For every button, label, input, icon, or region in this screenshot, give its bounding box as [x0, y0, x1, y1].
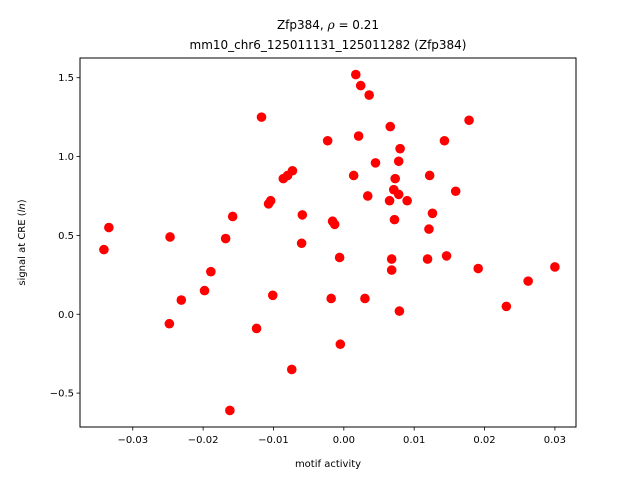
data-point-18 — [286, 364, 297, 375]
data-point-36 — [384, 195, 395, 206]
data-point-42 — [402, 195, 412, 206]
data-point-26 — [335, 339, 346, 350]
data-points — [99, 69, 560, 416]
data-point-5 — [199, 285, 210, 296]
data-point-31 — [364, 90, 374, 100]
data-point-47 — [422, 254, 433, 264]
data-point-33 — [362, 191, 373, 201]
data-point-20 — [296, 238, 307, 249]
x-tick-label-4: 0.01 — [403, 435, 425, 446]
data-point-19 — [297, 210, 308, 220]
data-point-3 — [164, 318, 175, 329]
data-point-54 — [464, 115, 474, 126]
data-point-1 — [104, 222, 114, 233]
data-point-49 — [424, 224, 434, 234]
data-point-8 — [227, 211, 238, 222]
data-point-11 — [256, 112, 267, 122]
data-point-37 — [390, 173, 400, 184]
data-point-17 — [287, 165, 298, 176]
data-point-21 — [322, 135, 333, 146]
x-tick-label-2: −0.01 — [258, 435, 289, 446]
data-point-25 — [334, 252, 345, 263]
x-tick-label-5: 0.02 — [473, 435, 495, 446]
data-point-53 — [450, 186, 461, 197]
data-point-58 — [550, 262, 560, 272]
y-tick-label-4: 1.5 — [58, 73, 74, 84]
data-point-45 — [386, 265, 397, 275]
data-point-50 — [427, 208, 438, 219]
x-tick-label-3: 0.00 — [333, 435, 355, 446]
y-tick-label-0: −0.5 — [50, 389, 74, 400]
data-point-28 — [350, 69, 361, 80]
data-point-32 — [360, 293, 370, 304]
data-point-39 — [393, 189, 404, 200]
data-point-10 — [251, 323, 262, 334]
data-point-4 — [176, 295, 187, 305]
y-tick-label-2: 0.5 — [58, 231, 74, 242]
data-point-41 — [395, 143, 405, 154]
data-point-29 — [355, 80, 366, 91]
data-point-43 — [389, 214, 400, 225]
y-tick-label-1: 0.0 — [58, 310, 74, 321]
x-tick-label-0: −0.03 — [117, 435, 148, 446]
y-tick-label-3: 1.0 — [58, 152, 74, 163]
data-point-52 — [441, 251, 452, 261]
x-tick-label-1: −0.02 — [188, 435, 219, 446]
chart-title-line2: mm10_chr6_125011131_125011282 (Zfp384) — [190, 38, 467, 52]
data-point-34 — [370, 158, 381, 168]
data-point-14 — [267, 290, 278, 301]
data-point-51 — [439, 135, 450, 146]
chart-title-line1: Zfp384, ρ = 0.21 — [277, 18, 379, 32]
y-axis-ticks: −0.5 0.0 0.5 1.0 1.5 — [50, 73, 80, 400]
y-axis-label: signal at CRE (ln) — [17, 199, 28, 285]
data-point-9 — [225, 405, 235, 416]
data-point-6 — [206, 266, 216, 277]
data-point-23 — [329, 219, 340, 230]
data-point-30 — [353, 131, 364, 141]
data-point-24 — [326, 293, 336, 304]
data-point-27 — [348, 170, 359, 181]
data-point-56 — [501, 301, 512, 312]
x-axis-ticks: −0.03 −0.02 −0.01 0.00 0.01 0.02 0.03 — [117, 427, 566, 446]
data-point-13 — [265, 195, 276, 206]
data-point-2 — [165, 232, 175, 242]
data-point-57 — [523, 276, 533, 286]
data-point-46 — [394, 306, 405, 316]
data-point-44 — [386, 254, 397, 264]
x-axis-label: motif activity — [295, 459, 361, 470]
data-point-0 — [99, 244, 109, 255]
data-point-55 — [473, 263, 484, 274]
data-point-40 — [393, 156, 404, 167]
x-tick-label-6: 0.03 — [544, 435, 566, 446]
data-point-7 — [220, 233, 231, 244]
plot-frame — [79, 57, 577, 428]
data-point-48 — [424, 170, 435, 181]
data-point-35 — [385, 121, 396, 132]
